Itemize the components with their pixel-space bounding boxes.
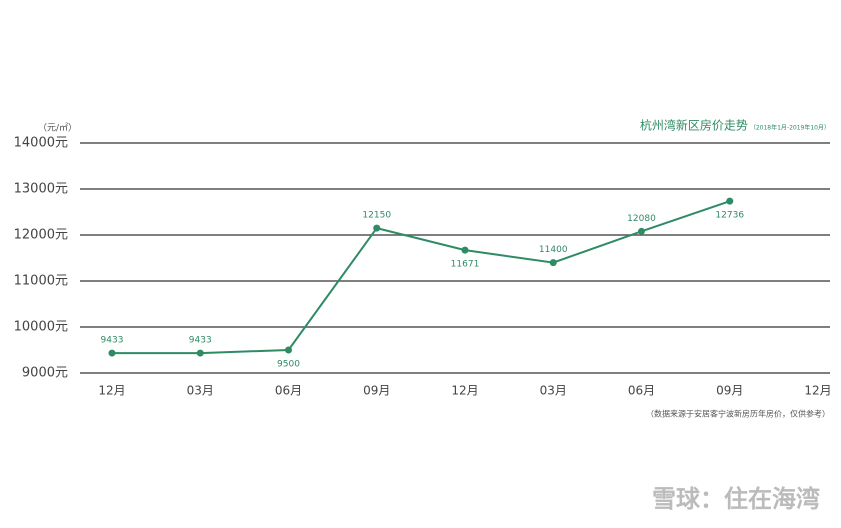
x-tick-label: 09月 [363,384,390,398]
point [638,227,645,235]
x-tick-label: 12月 [451,384,478,398]
point [196,349,204,357]
y-tick-label: 12000元 [14,228,68,243]
x-tick-label: 12月 [98,384,125,398]
value-label: 9433 [101,336,124,346]
point [373,224,381,232]
y-tick-label: 13000元 [14,182,68,197]
value-label: 12736 [715,211,744,221]
value-label: 12150 [362,211,391,221]
value-label: 11400 [539,245,568,255]
watermark: 雪球：住在海湾 [652,485,820,513]
chart-subtitle: （2018年1月-2019年10月） [750,124,830,132]
point [549,259,557,267]
point [461,246,469,254]
point [285,346,292,354]
line [112,200,731,355]
x-tick-label: 03月 [187,384,214,398]
y-tick-label: 14000元 [14,136,68,151]
value-label: 9500 [277,360,300,370]
x-tick-label: 06月 [628,384,655,398]
value-label: 12080 [627,214,656,224]
note: （数据来源于安居客宁波新房历年房价，仅供参考） [646,409,830,419]
y-tick-label: 11000元 [14,274,68,289]
y-tick-label: 10000元 [14,320,68,335]
x-tick-label: 09月 [716,384,743,398]
x-tick-label: 03月 [540,384,567,398]
y-tick-label: 9000元 [22,366,68,381]
value-label: 11671 [451,260,480,270]
x-tick-label: 06月 [275,384,302,398]
x-tick-label: 12月 [804,384,831,398]
chart-title: 杭州湾新区房价走势 [640,118,748,133]
point [726,197,734,205]
y-axis-label: （元/㎡） [38,123,77,134]
point [108,349,116,357]
value-label: 9433 [189,336,212,346]
